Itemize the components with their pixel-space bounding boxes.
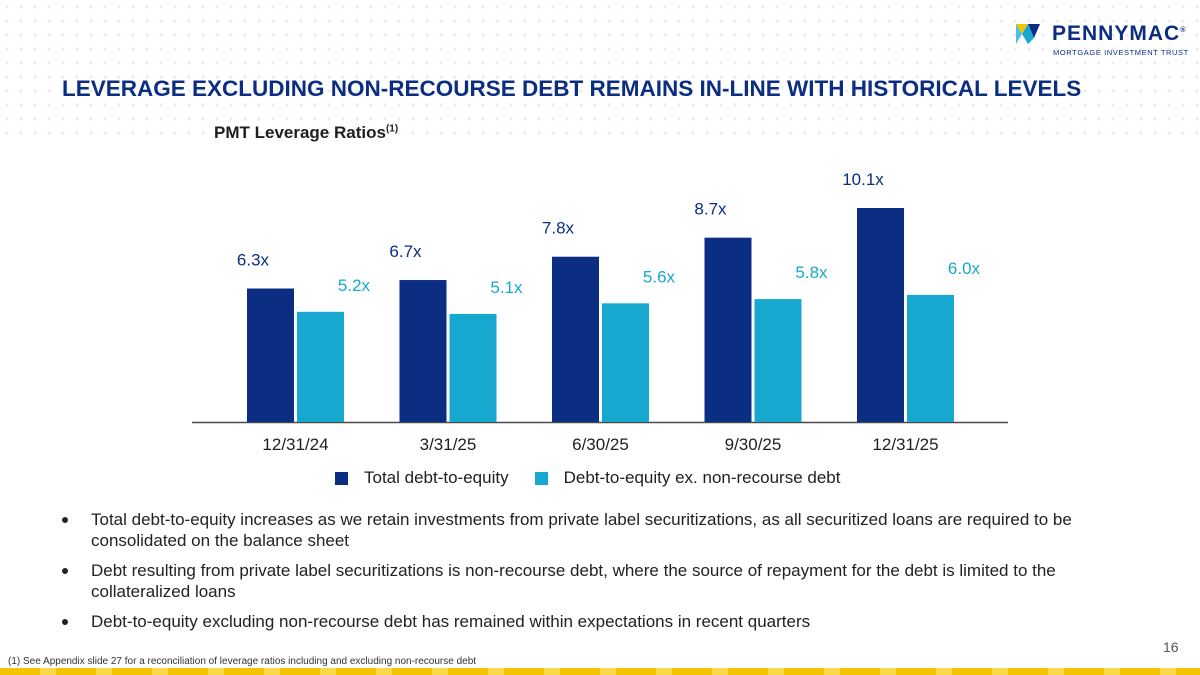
bullet-list: Total debt-to-equity increases as we ret… bbox=[62, 509, 1142, 641]
data-label-total-3-31-25: 6.7x bbox=[389, 242, 422, 261]
chart-legend: Total debt-to-equity Debt-to-equity ex. … bbox=[335, 468, 866, 488]
data-label-ex-non-recourse-3-31-25: 5.1x bbox=[490, 278, 523, 297]
page-number: 16 bbox=[1163, 639, 1179, 655]
legend-item-ex-non-recourse: Debt-to-equity ex. non-recourse debt bbox=[534, 468, 841, 488]
bullet-item: Total debt-to-equity increases as we ret… bbox=[62, 509, 1142, 551]
legend-label-total: Total debt-to-equity bbox=[364, 468, 509, 487]
pennymac-logo-icon bbox=[1016, 24, 1040, 44]
bullet-dot bbox=[62, 517, 68, 523]
leverage-bar-chart: 6.3x 5.2x 12/31/24 6.7x 5.1x 3/31/25 7.8x 5.6x 6… bbox=[192, 170, 1008, 454]
legend-swatch-total bbox=[335, 471, 348, 485]
bullet-text: Debt resulting from private label securi… bbox=[91, 561, 1056, 601]
bar-total-12-31-25 bbox=[857, 208, 904, 422]
bullet-text: Debt-to-equity excluding non-recourse de… bbox=[91, 612, 811, 631]
chart-title-footnote-marker: (1) bbox=[385, 123, 399, 135]
bar-ex-non-recourse-9-30-25 bbox=[754, 299, 802, 422]
x-tick-label: 12/31/25 bbox=[872, 435, 938, 454]
x-tick-label: 12/31/24 bbox=[262, 435, 328, 454]
data-label-ex-non-recourse-6-30-25: 5.6x bbox=[643, 267, 676, 286]
legend-swatch-ex-non-recourse bbox=[534, 471, 548, 485]
data-label-ex-non-recourse-9-30-25: 5.8x bbox=[795, 263, 828, 282]
data-label-ex-non-recourse-12-31-25: 6.0x bbox=[948, 259, 981, 278]
data-label-total-9-30-25: 8.7x bbox=[694, 200, 727, 219]
chart-title: PMT Leverage Ratios(1) bbox=[214, 123, 398, 143]
bottom-accent-bar bbox=[0, 668, 1200, 675]
bullet-dot bbox=[62, 619, 68, 625]
bar-ex-non-recourse-12-31-24 bbox=[297, 311, 344, 422]
data-label-total-12-31-24: 6.3x bbox=[237, 251, 270, 270]
data-label-total-12-31-25: 10.1x bbox=[842, 170, 884, 189]
page-title: LEVERAGE EXCLUDING NON-RECOURSE DEBT REM… bbox=[62, 76, 1082, 101]
logo-tagline: MORTGAGE INVESTMENT TRUST bbox=[1053, 48, 1189, 57]
bullet-dot bbox=[62, 568, 68, 574]
x-tick-label: 6/30/25 bbox=[572, 435, 629, 454]
pennymac-logo: PENNYMAC® MORTGAGE INVESTMENT TRUST bbox=[1016, 22, 1189, 57]
bar-ex-non-recourse-3-31-25 bbox=[449, 313, 497, 422]
bullet-item: Debt-to-equity excluding non-recourse de… bbox=[62, 611, 1142, 632]
chart-title-text: PMT Leverage Ratios bbox=[214, 123, 386, 142]
bullet-text: Total debt-to-equity increases as we ret… bbox=[91, 510, 1072, 550]
logo-registered: ® bbox=[1180, 27, 1187, 34]
bullet-item: Debt resulting from private label securi… bbox=[62, 560, 1142, 602]
bar-ex-non-recourse-6-30-25 bbox=[602, 303, 649, 422]
data-label-ex-non-recourse-12-31-24: 5.2x bbox=[338, 276, 371, 295]
x-tick-label: 9/30/25 bbox=[725, 435, 782, 454]
bar-total-6-30-25 bbox=[552, 256, 599, 422]
footnote: (1) See Appendix slide 27 for a reconcil… bbox=[8, 656, 477, 667]
bar-total-12-31-24 bbox=[247, 288, 294, 422]
logo-name: PENNYMAC bbox=[1052, 22, 1181, 45]
data-label-total-6-30-25: 7.8x bbox=[542, 219, 575, 238]
dot-pattern-background bbox=[0, 0, 1200, 140]
bar-total-3-31-25 bbox=[399, 280, 447, 422]
bar-ex-non-recourse-12-31-25 bbox=[907, 294, 954, 422]
legend-label-ex-non-recourse: Debt-to-equity ex. non-recourse debt bbox=[563, 468, 841, 487]
x-tick-label: 3/31/25 bbox=[420, 435, 477, 454]
legend-item-total: Total debt-to-equity bbox=[335, 468, 509, 488]
bar-total-9-30-25 bbox=[704, 237, 752, 422]
